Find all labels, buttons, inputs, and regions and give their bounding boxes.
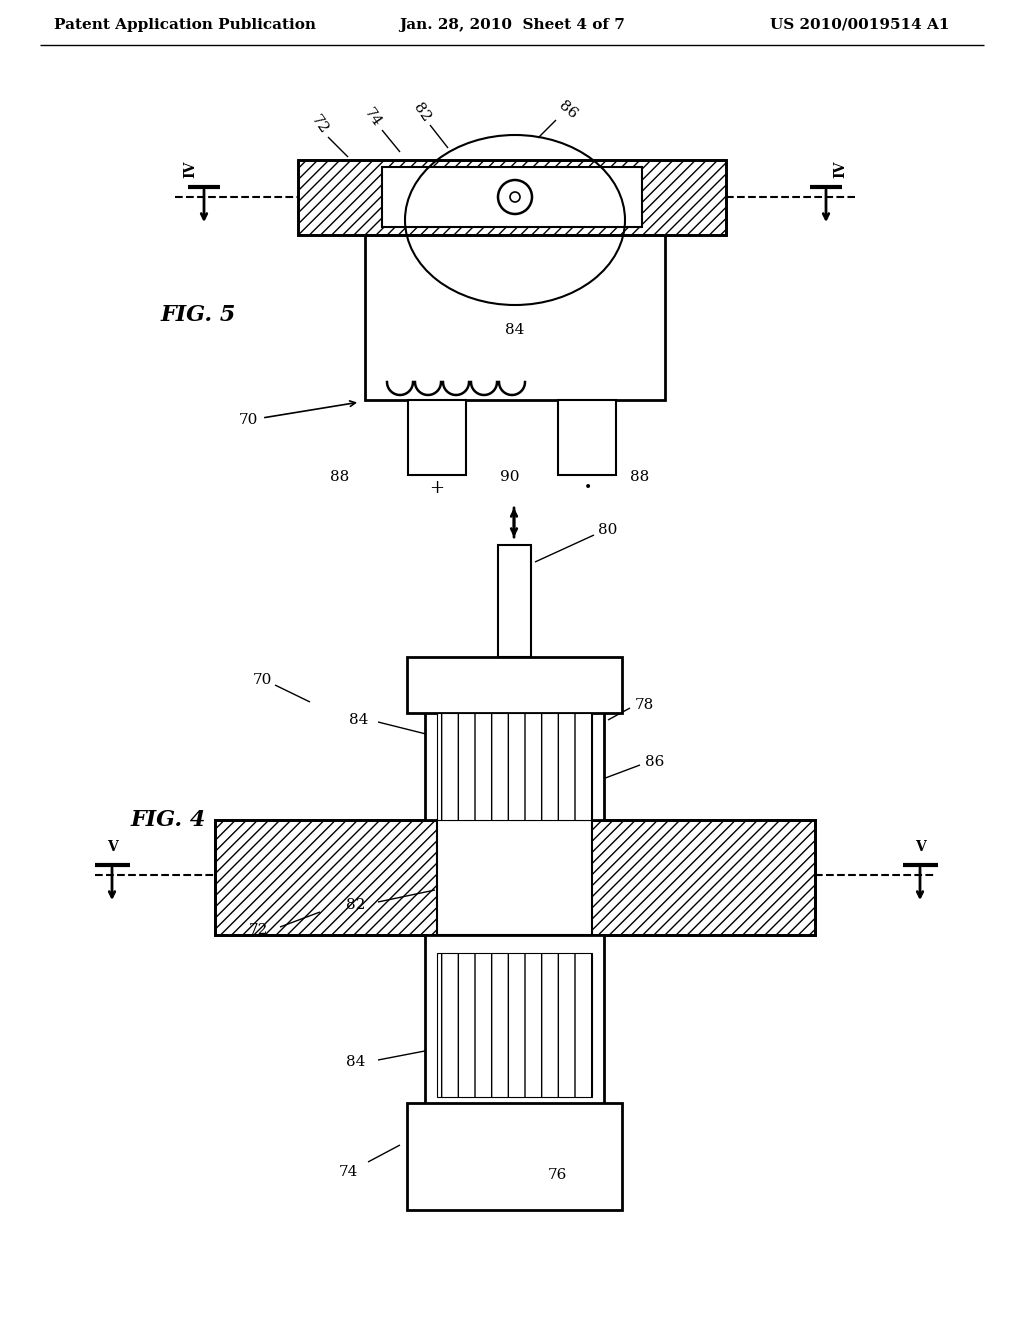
Text: 90: 90 — [501, 470, 520, 484]
Bar — [298, 160, 726, 235]
Circle shape — [498, 180, 532, 214]
Text: 74: 74 — [361, 106, 384, 129]
Bar — [425, 685, 604, 820]
Bar — [298, 160, 726, 235]
Bar — [407, 1104, 622, 1210]
Bar — [437, 820, 592, 935]
Text: 88: 88 — [331, 470, 349, 484]
Text: Jan. 28, 2010  Sheet 4 of 7: Jan. 28, 2010 Sheet 4 of 7 — [399, 18, 625, 32]
Text: 72: 72 — [308, 114, 332, 137]
Text: 80: 80 — [598, 523, 617, 537]
Text: V: V — [106, 840, 118, 854]
Text: 82: 82 — [411, 102, 433, 125]
Text: 84: 84 — [348, 713, 368, 727]
Bar — [365, 235, 665, 400]
Text: 74: 74 — [338, 1166, 357, 1179]
Bar — [215, 820, 815, 935]
Text: 82: 82 — [346, 898, 365, 912]
Bar — [215, 820, 815, 935]
Text: V: V — [914, 840, 926, 854]
Text: 88: 88 — [631, 470, 649, 484]
Text: 78: 78 — [635, 698, 654, 711]
Bar — [382, 168, 642, 227]
Text: 86: 86 — [645, 755, 665, 770]
Bar — [558, 400, 616, 475]
Text: 70: 70 — [252, 673, 271, 686]
Bar — [498, 545, 531, 657]
Bar — [408, 400, 466, 475]
Text: •: • — [584, 480, 592, 495]
Text: 84: 84 — [505, 323, 524, 337]
Text: IV: IV — [833, 160, 847, 178]
Bar — [407, 657, 622, 713]
Text: 76: 76 — [548, 1168, 567, 1181]
Text: +: + — [429, 479, 444, 498]
Text: 84: 84 — [346, 1055, 365, 1069]
Bar — [437, 953, 592, 1097]
Text: 72: 72 — [249, 923, 268, 937]
Text: US 2010/0019514 A1: US 2010/0019514 A1 — [770, 18, 949, 32]
Text: 70: 70 — [239, 413, 258, 426]
Text: Patent Application Publication: Patent Application Publication — [54, 18, 316, 32]
Text: FIG. 5: FIG. 5 — [161, 304, 236, 326]
Text: FIG. 4: FIG. 4 — [130, 809, 206, 832]
Text: 86: 86 — [556, 99, 580, 121]
Bar — [425, 935, 604, 1115]
Text: IV: IV — [183, 160, 197, 178]
Bar — [437, 713, 592, 820]
